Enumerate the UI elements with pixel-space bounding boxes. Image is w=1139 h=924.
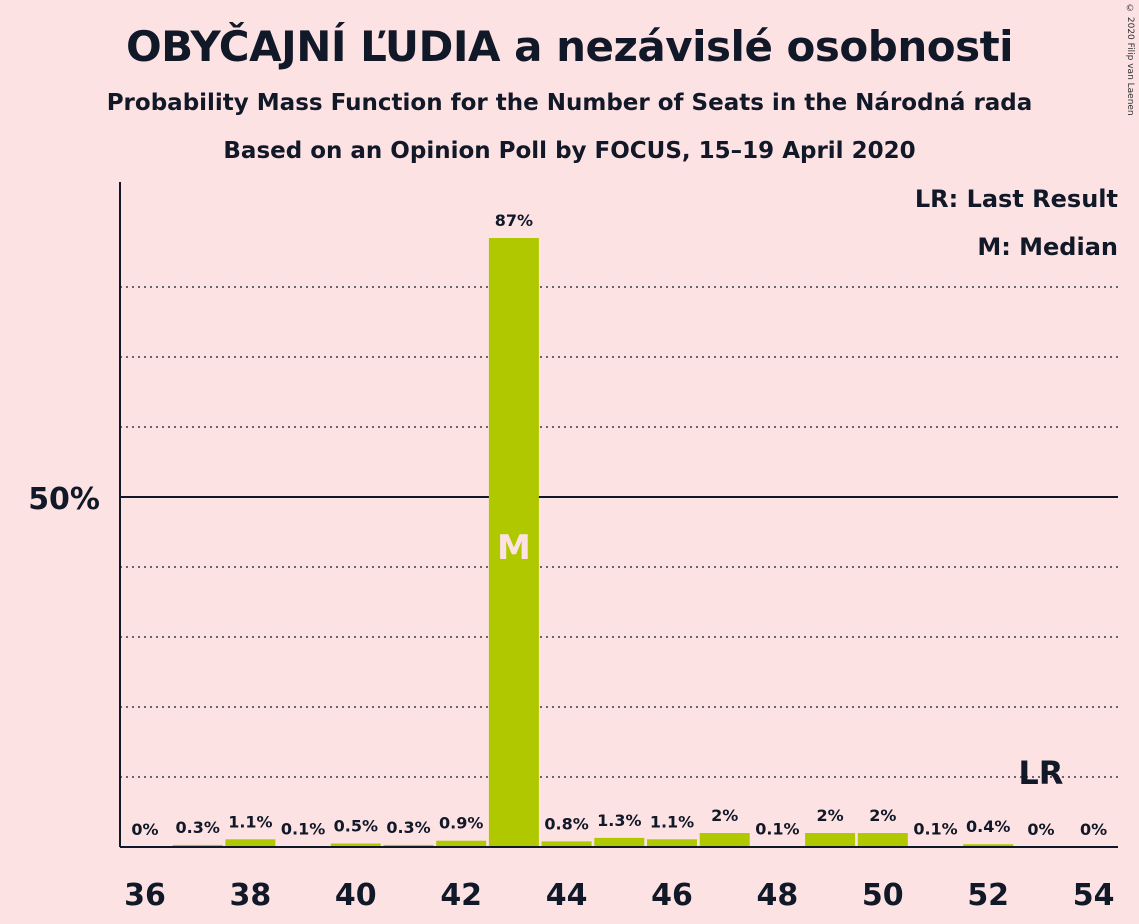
- bar-value-label: 0%: [1080, 820, 1107, 839]
- last-result-marker: LR: [1018, 754, 1063, 792]
- x-tick-label: 42: [440, 878, 482, 913]
- chart-title: OBYČAJNÍ ĽUDIA a nezávislé osobnosti: [125, 22, 1014, 71]
- bar-value-label: 0%: [131, 820, 158, 839]
- bar: [172, 844, 223, 847]
- bar-value-label: 0.5%: [334, 817, 378, 836]
- bar-value-label: 2%: [817, 806, 844, 825]
- x-tick-label: 50: [862, 878, 904, 913]
- bar: [383, 844, 434, 847]
- copyright-notice: © 2020 Filip van Laenen: [1125, 4, 1135, 116]
- bar: [699, 833, 750, 847]
- x-tick-label: 38: [230, 878, 272, 913]
- bar: [963, 844, 1014, 847]
- x-tick-label: 54: [1073, 878, 1115, 913]
- bar-value-label: 0%: [1027, 820, 1054, 839]
- bar-value-label: 1.1%: [228, 812, 272, 831]
- bar-value-label: 0.1%: [281, 819, 325, 838]
- bar: [330, 843, 381, 847]
- bar: [594, 837, 645, 847]
- legend-last-result: LR: Last Result: [914, 185, 1118, 213]
- x-tick-label: 44: [546, 878, 588, 913]
- bar-value-label: 0.3%: [386, 818, 430, 837]
- y-tick-label: 50%: [28, 482, 100, 517]
- x-tick-label: 52: [967, 878, 1009, 913]
- bar-value-label: 1.1%: [650, 812, 694, 831]
- bar-value-label: 0.9%: [439, 814, 483, 833]
- x-tick-label: 40: [335, 878, 377, 913]
- bar: [436, 840, 487, 847]
- bar: [225, 839, 276, 847]
- median-marker: M: [497, 528, 531, 568]
- x-tick-label: 46: [651, 878, 693, 913]
- bar-value-label: 0.1%: [755, 819, 799, 838]
- x-tick-label: 48: [757, 878, 799, 913]
- bar: [805, 833, 856, 847]
- chart-source: Based on an Opinion Poll by FOCUS, 15–19…: [223, 138, 916, 164]
- bar-value-label: 0.3%: [176, 818, 220, 837]
- bar-value-label: 2%: [711, 806, 738, 825]
- bar: [541, 841, 592, 847]
- bar-value-label: 1.3%: [597, 811, 641, 830]
- bar: [647, 839, 697, 847]
- chart-subtitle: Probability Mass Function for the Number…: [106, 90, 1033, 116]
- bar-value-label: 2%: [869, 806, 896, 825]
- legend-median: M: Median: [977, 233, 1118, 261]
- bar-value-label: 0.1%: [913, 819, 957, 838]
- bar-value-label: 0.4%: [966, 817, 1010, 836]
- x-tick-label: 36: [124, 878, 166, 913]
- bar: [857, 833, 908, 847]
- bar-value-label: 0.8%: [544, 814, 588, 833]
- bar-value-label: 87%: [495, 211, 533, 230]
- bar: [488, 238, 539, 847]
